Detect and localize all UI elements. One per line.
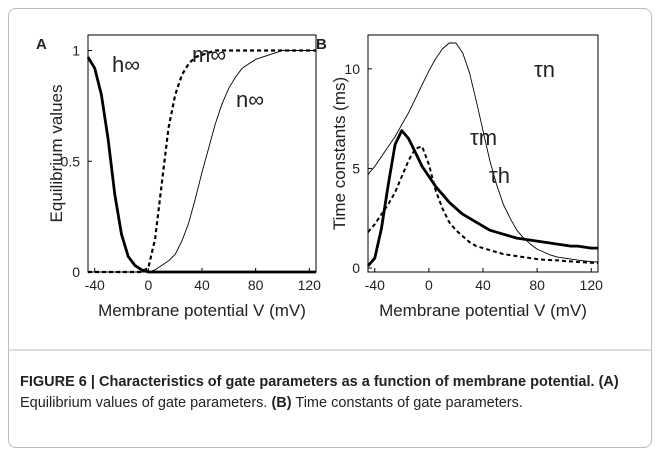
y-tick-label: 0 xyxy=(352,260,360,276)
x-axis-label: Membrane potential V (mV) xyxy=(379,301,587,320)
curve xyxy=(366,129,598,267)
x-tick-label: 120 xyxy=(298,277,322,293)
y-tick-label: 5 xyxy=(352,160,360,176)
curve xyxy=(88,50,316,273)
y-axis-label: Equilibrium values xyxy=(47,85,66,223)
x-tick-label: 0 xyxy=(144,277,152,293)
curve-label: m∞ xyxy=(192,42,226,67)
x-tick-label: 40 xyxy=(194,277,210,293)
x-tick-label: 0 xyxy=(425,277,433,293)
caption-title: FIGURE 6 | Characteristics of gate param… xyxy=(20,374,595,390)
caption-a-text: Equilibrium values of gate parameters. xyxy=(20,395,272,411)
figure-frame xyxy=(8,8,652,448)
x-tick-label: 80 xyxy=(529,277,545,293)
panel-label: A xyxy=(36,36,47,53)
x-axis-label: Membrane potential V (mV) xyxy=(98,301,306,320)
curve-label: h∞ xyxy=(112,52,140,77)
plot-area xyxy=(367,34,599,273)
caption: FIGURE 6 | Characteristics of gate param… xyxy=(20,372,640,414)
figure: -40 0 40 80 120 0 0.5 1 h∞ m∞ n∞ A Membrane potentia… xyxy=(9,34,651,351)
y-tick-label: 10 xyxy=(344,61,360,77)
x-tick-label: 120 xyxy=(580,277,604,293)
y-tick-label: 0.5 xyxy=(61,153,81,169)
y-tick-label: 0 xyxy=(72,264,80,280)
curve-label: n∞ xyxy=(236,87,264,112)
caption-b-label: (B) xyxy=(271,395,292,411)
curve xyxy=(367,145,599,264)
curve-label: τm xyxy=(470,125,497,150)
caption-a-label: (A) xyxy=(598,374,619,390)
curve-label: τh xyxy=(489,163,510,188)
x-tick-label: 80 xyxy=(248,277,264,293)
y-axis-label: Time constants (ms) xyxy=(330,77,349,230)
y-tick-label: 1 xyxy=(72,43,80,59)
curve xyxy=(367,42,599,263)
panel-label: B xyxy=(316,36,327,53)
curve-label: τn xyxy=(534,57,555,82)
x-tick-label: -40 xyxy=(365,277,385,293)
x-tick-label: 40 xyxy=(475,277,491,293)
caption-b-text: Time constants of gate parameters. xyxy=(291,395,523,411)
curve xyxy=(86,56,316,274)
x-tick-label: -40 xyxy=(85,277,105,293)
